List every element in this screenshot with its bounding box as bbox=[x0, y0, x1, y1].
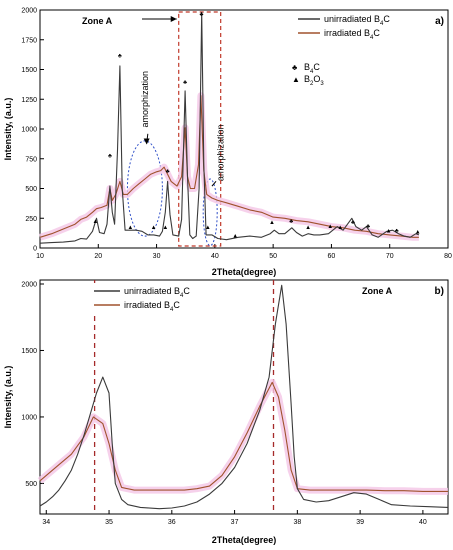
panel-a-zone-label: Zone A bbox=[82, 16, 113, 26]
panel-b-y-axis-title: Intensity, (a.u.) bbox=[3, 366, 13, 429]
panel-b-series-unirradiated bbox=[39, 284, 449, 510]
panel-a-amorphization-ellipse bbox=[202, 178, 218, 247]
panel-a-series-unirradiated bbox=[39, 11, 420, 244]
panel-a-peak-marker-b2o3: ▲ bbox=[127, 225, 133, 231]
panel-a-x-axis-title: 2Theta(degree) bbox=[212, 267, 277, 277]
panel-a-symbol-legend-label-b2o3: B2O3 bbox=[304, 74, 324, 87]
panel-a-peak-marker-b2o3: ▲ bbox=[92, 219, 98, 225]
panel-a-peak-marker-b4c: ♣ bbox=[289, 219, 293, 225]
panel-b-x-tick-label: 38 bbox=[293, 519, 301, 526]
panel-a-panel-label: a) bbox=[435, 16, 444, 27]
panel-a-peak-marker-b4c: ♣ bbox=[183, 80, 187, 86]
panel-a-peak-marker-b2o3: ▲ bbox=[415, 230, 421, 236]
panel-b-legend-label-irradiated: irradiated B4C bbox=[124, 300, 180, 313]
panel-b-x-tick-label: 35 bbox=[105, 519, 113, 526]
panel-a-amorphization-arrow bbox=[211, 181, 217, 187]
panel-a-peak-marker-b2o3: ▲ bbox=[269, 220, 275, 226]
panel-a-y-axis-title: Intensity, (a.u.) bbox=[3, 98, 13, 161]
panel-a-zone-a-box bbox=[178, 11, 222, 247]
panel-a-symbol-legend-marker-b4c: ♣ bbox=[292, 63, 298, 72]
panel-b-y-tick-label: 1500 bbox=[21, 348, 37, 355]
panel-a-peak-marker-b4c: ♣ bbox=[199, 12, 203, 18]
panel-a-x-tick-label: 60 bbox=[328, 253, 336, 260]
panel-b-y-tick-label: 1000 bbox=[21, 414, 37, 421]
panel-a-y-tick-label: 750 bbox=[25, 156, 37, 163]
panel-a-y-tick-label: 1750 bbox=[21, 37, 37, 44]
panel-a-peak-marker-b2o3: ▲ bbox=[327, 224, 333, 230]
panel-a-zone-arrowhead bbox=[170, 16, 177, 22]
panel-b-x-axis-title: 2Theta(degree) bbox=[212, 535, 277, 545]
panel-a-y-tick-label: 250 bbox=[25, 216, 37, 223]
panel-b-irradiated-noise-band bbox=[37, 378, 448, 495]
panel-a-peak-marker-b2o3: ▲ bbox=[162, 225, 168, 231]
panel-a-x-tick-label: 80 bbox=[444, 253, 452, 260]
panel-a-y-tick-label: 1500 bbox=[21, 67, 37, 74]
panel-b-panel-label: b) bbox=[435, 286, 444, 297]
panel-a-legend-label-irradiated: irradiated B4C bbox=[324, 28, 380, 41]
panel-a-peak-marker-b2o3: ▲ bbox=[305, 225, 311, 231]
panel-b-legend-label-unirradiated: unirradiated B4C bbox=[124, 286, 190, 299]
panel-a-legend-label-unirradiated: unirradiated B4C bbox=[324, 14, 390, 27]
panel-a-peak-marker-b4c: ♣ bbox=[395, 229, 399, 235]
panel-b-zone-label: Zone A bbox=[362, 286, 393, 296]
panel-a-peak-marker-b2o3: ▲ bbox=[337, 225, 343, 231]
panel-b-x-tick-label: 40 bbox=[419, 519, 427, 526]
panel-a-y-tick-label: 500 bbox=[25, 186, 37, 193]
panel-b-x-tick-label: 34 bbox=[42, 519, 50, 526]
panel-b-legend-box bbox=[92, 283, 212, 315]
panel-a-peak-marker-b2o3: ▲ bbox=[151, 225, 157, 231]
panel-a-y-tick-label: 2000 bbox=[21, 8, 37, 15]
panel-a-peak-marker-b4c: ♣ bbox=[118, 54, 122, 60]
panel-a-symbol-legend-marker-b2o3: ▲ bbox=[292, 75, 300, 84]
panel-b-x-tick-label: 39 bbox=[356, 519, 364, 526]
panel-a-symbol-legend: ♣ B4C ▲ B2O3 bbox=[292, 62, 324, 87]
panel-b-plot-frame bbox=[39, 279, 449, 515]
panel-a-y-tick-label: 1000 bbox=[21, 127, 37, 134]
panel-a-peak-marker-b4c: ♣ bbox=[351, 220, 355, 226]
panel-a-amorphization-arrowhead bbox=[143, 138, 150, 145]
panel-a-peak-marker-b4c: ♣ bbox=[108, 154, 112, 160]
panel-a-peak-marker-b2o3: ▲ bbox=[205, 225, 211, 231]
panel-a-x-tick-label: 10 bbox=[36, 253, 44, 260]
panel-a-legend-box bbox=[296, 12, 426, 46]
panel-a-x-tick-label: 40 bbox=[211, 253, 219, 260]
panel-b-y-tick-label: 2000 bbox=[21, 281, 37, 288]
panel-b-y-tick-label: 500 bbox=[25, 481, 37, 488]
panel-b-x-tick-label: 37 bbox=[231, 519, 239, 526]
panel-a-peak-marker-b4c: ♣ bbox=[366, 224, 370, 230]
panel-a-x-tick-label: 50 bbox=[269, 253, 277, 260]
panel-b-series-irradiated bbox=[39, 381, 448, 492]
panel-a-y-tick-label: 0 bbox=[33, 246, 37, 253]
panel-a-y-tick-label: 1250 bbox=[21, 97, 37, 104]
panel-a-irradiated-noise-band bbox=[38, 92, 419, 241]
panel-a-x-tick-label: 20 bbox=[94, 253, 102, 260]
panel-a-amorphization-label: amorphization bbox=[216, 125, 226, 182]
panel-a-amorphization-label: amorphization bbox=[140, 71, 150, 128]
panel-a-chart: Zone A a) 2Theta(degree) Intensity, (a.u… bbox=[3, 8, 452, 278]
panel-b-chart: Zone A b) 2Theta(degree) Intensity, (a.u… bbox=[3, 279, 449, 545]
panel-a-peak-marker-b2o3: ▲ bbox=[232, 233, 238, 239]
panel-a-peak-marker-b4c: ♣ bbox=[166, 169, 170, 175]
panel-a-peak-marker-b2o3: ▲ bbox=[386, 229, 392, 235]
panel-a-x-tick-label: 70 bbox=[386, 253, 394, 260]
panel-a-symbol-legend-label-b4c: B4C bbox=[304, 62, 320, 75]
panel-a-x-tick-label: 30 bbox=[153, 253, 161, 260]
panel-a-series-irradiated bbox=[39, 95, 419, 238]
panel-b-x-tick-label: 36 bbox=[168, 519, 176, 526]
